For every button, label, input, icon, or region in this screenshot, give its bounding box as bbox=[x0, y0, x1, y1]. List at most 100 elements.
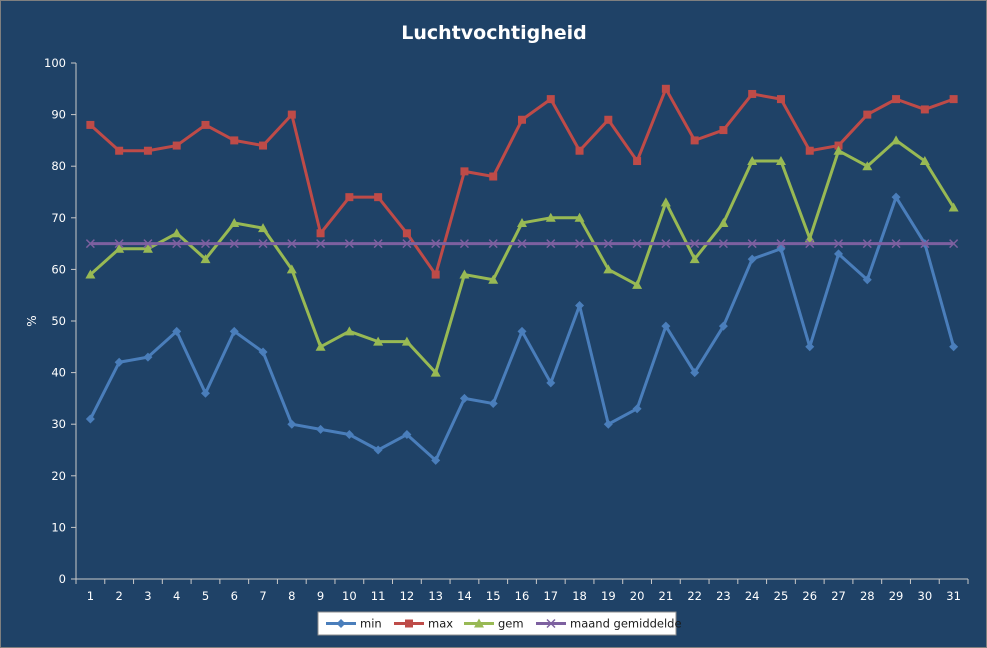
data-point-maand-gemiddelde-stroke bbox=[143, 239, 153, 249]
data-point-min bbox=[431, 455, 441, 465]
data-point-maand-gemiddelde bbox=[747, 239, 757, 249]
data-point-maand-gemiddelde bbox=[805, 239, 815, 249]
data-point-min bbox=[316, 424, 326, 434]
data-point-maand-gemiddelde bbox=[690, 239, 700, 249]
data-point-max bbox=[86, 120, 95, 129]
data-point-max bbox=[201, 120, 210, 129]
data-point-gem bbox=[718, 217, 729, 227]
data-point-gem bbox=[488, 274, 499, 284]
x-tick-label: 20 bbox=[630, 589, 645, 603]
x-tick-label: 12 bbox=[400, 589, 415, 603]
legend-marker-maand-gemiddelde-stroke bbox=[546, 618, 556, 629]
data-point-max bbox=[949, 95, 958, 104]
data-point-maand-gemiddelde-stroke bbox=[459, 239, 469, 249]
data-point-min bbox=[200, 388, 210, 398]
data-point-min bbox=[172, 326, 182, 336]
data-point-maand-gemiddelde-stroke bbox=[258, 239, 268, 249]
x-tick-label: 1 bbox=[87, 589, 94, 603]
legend: min max gem maand gemiddelde bbox=[317, 611, 682, 636]
data-point-maand-gemiddelde bbox=[402, 239, 412, 249]
x-tick-label: 3 bbox=[144, 589, 151, 603]
legend-marker-max bbox=[405, 619, 413, 628]
data-point-min bbox=[85, 414, 95, 424]
data-point-maand-gemiddelde bbox=[143, 239, 153, 249]
x-tick-label: 19 bbox=[601, 589, 616, 603]
data-point-max bbox=[431, 270, 440, 279]
data-point-gem bbox=[775, 156, 786, 166]
data-point-min bbox=[258, 347, 268, 357]
data-point-gem bbox=[689, 254, 700, 264]
data-point-maand-gemiddelde bbox=[316, 239, 326, 249]
data-point-maand-gemiddelde-stroke bbox=[200, 239, 211, 249]
data-point-gem bbox=[545, 212, 556, 222]
x-tick-label: 2 bbox=[115, 589, 122, 603]
x-tick-label: 31 bbox=[946, 589, 961, 603]
data-point-maand-gemiddelde bbox=[603, 239, 613, 249]
data-point-maand-gemiddelde bbox=[862, 239, 872, 249]
x-tick-label: 18 bbox=[572, 589, 587, 603]
data-point-maand-gemiddelde-stroke bbox=[316, 239, 326, 249]
data-point-min bbox=[575, 301, 585, 311]
data-point-min bbox=[459, 393, 469, 403]
x-tick-label: 24 bbox=[745, 589, 760, 603]
data-point-max bbox=[115, 146, 124, 155]
data-point-maand-gemiddelde-stroke bbox=[690, 239, 700, 249]
data-point-maand-gemiddelde-stroke bbox=[718, 239, 728, 249]
data-point-maand-gemiddelde bbox=[258, 239, 268, 249]
data-point-maand-gemiddelde bbox=[200, 239, 211, 249]
data-point-min bbox=[661, 321, 671, 331]
data-point-max bbox=[259, 141, 268, 150]
data-point-gem bbox=[517, 217, 527, 227]
data-point-min bbox=[834, 249, 844, 259]
data-point-maand-gemiddelde bbox=[776, 239, 786, 249]
data-point-min bbox=[287, 419, 297, 429]
data-point-maand-gemiddelde-stroke bbox=[402, 239, 412, 249]
data-point-max bbox=[719, 126, 728, 135]
data-point-gem bbox=[747, 156, 758, 166]
data-point-maand-gemiddelde bbox=[85, 239, 95, 249]
data-point-maand-gemiddelde-stroke bbox=[747, 239, 757, 249]
data-point-maand-gemiddelde-stroke bbox=[172, 239, 182, 249]
x-tick-label: 5 bbox=[202, 589, 209, 603]
data-point-maand-gemiddelde bbox=[833, 239, 844, 249]
x-tick-label: 16 bbox=[515, 589, 530, 603]
x-tick-label: 23 bbox=[716, 589, 731, 603]
x-tick-label: 17 bbox=[543, 589, 558, 603]
data-point-gem bbox=[258, 223, 269, 233]
data-point-maand-gemiddelde bbox=[718, 239, 728, 249]
data-point-min bbox=[776, 244, 786, 254]
x-tick-label: 10 bbox=[342, 589, 357, 603]
data-point-gem bbox=[286, 264, 297, 274]
data-point-max bbox=[172, 141, 181, 150]
data-point-max bbox=[834, 141, 843, 150]
data-point-gem bbox=[632, 279, 643, 289]
data-point-max bbox=[402, 229, 411, 238]
x-tick-label: 22 bbox=[687, 589, 702, 603]
legend-marker-gem bbox=[474, 618, 484, 628]
data-point-min bbox=[603, 419, 613, 429]
data-point-min bbox=[632, 404, 642, 414]
data-point-gem bbox=[85, 269, 96, 279]
data-point-maand-gemiddelde-stroke bbox=[344, 239, 354, 249]
data-point-maand-gemiddelde-stroke bbox=[920, 239, 930, 249]
data-point-gem bbox=[344, 326, 355, 336]
data-point-max bbox=[776, 95, 785, 104]
data-point-maand-gemiddelde bbox=[661, 239, 671, 249]
legend-label-min: min bbox=[360, 617, 382, 631]
x-tick-label: 14 bbox=[457, 589, 472, 603]
data-point-min bbox=[488, 399, 498, 409]
legend-label-maand-gemiddelde: maand gemiddelde bbox=[570, 617, 682, 631]
data-point-maand-gemiddelde bbox=[891, 239, 901, 249]
data-point-max bbox=[230, 136, 239, 145]
data-point-maand-gemiddelde bbox=[488, 239, 498, 249]
data-point-maand-gemiddelde bbox=[949, 239, 959, 249]
data-point-max bbox=[287, 110, 296, 119]
data-point-gem bbox=[948, 202, 959, 212]
data-point-maand-gemiddelde-stroke bbox=[805, 239, 815, 249]
data-point-gem bbox=[315, 341, 326, 351]
x-tick-label: 4 bbox=[173, 589, 180, 603]
chart-title: Luchtvochtigheid bbox=[401, 22, 586, 44]
data-point-maand-gemiddelde bbox=[575, 239, 585, 249]
